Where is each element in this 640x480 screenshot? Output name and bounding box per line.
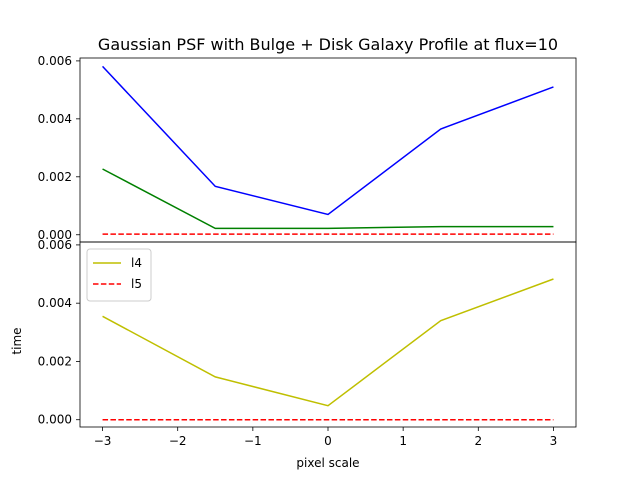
legend-label: l4 xyxy=(131,256,142,270)
legend: l4 l5 xyxy=(86,248,152,302)
x-tick-label: 0 xyxy=(324,434,332,448)
y-tick-label: 0.002 xyxy=(38,354,72,368)
series-line-1-2 xyxy=(102,168,554,230)
y-tick-label: 0.006 xyxy=(38,238,72,252)
y-tick-label: 0.000 xyxy=(38,413,72,427)
y-tick-label: 0.006 xyxy=(38,54,72,68)
x-tick-label: −2 xyxy=(169,434,187,448)
axes-frame xyxy=(79,241,577,428)
chart-title: Gaussian PSF with Bulge + Disk Galaxy Pr… xyxy=(98,35,558,54)
legend-box xyxy=(86,248,152,302)
y-tick-label: 0.002 xyxy=(38,170,72,184)
series-line-1-1 xyxy=(102,65,554,216)
x-tick-label: 1 xyxy=(399,434,407,448)
x-tick-label: 3 xyxy=(550,434,558,448)
x-tick-label: 2 xyxy=(474,434,482,448)
x-axis-label: pixel scale xyxy=(296,456,359,470)
y-tick-label: 0.004 xyxy=(38,296,72,310)
panel-1: 0.000 0.002 0.004 0.006 xyxy=(38,54,577,243)
plot-panels: 0.0000.0020.0040.0060.0000.0020.0040.006… xyxy=(38,54,577,448)
y-axis-label: time xyxy=(10,327,24,354)
legend-label: l5 xyxy=(131,277,142,291)
series-line-2-1 xyxy=(102,278,554,407)
y-tick-label: 0.000 xyxy=(38,228,72,242)
panel-2: 0.000 0.002 0.004 0.006 l4 l5 −3 −2 −1 0 1 2 3 xyxy=(38,238,577,448)
x-tick-label: −1 xyxy=(244,434,262,448)
y-tick-label: 0.004 xyxy=(38,112,72,126)
x-tick-label: −3 xyxy=(94,434,112,448)
